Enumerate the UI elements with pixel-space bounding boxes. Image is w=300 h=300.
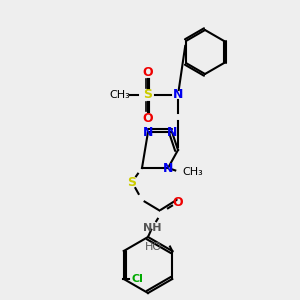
Text: N: N [143, 125, 153, 139]
Text: N: N [163, 161, 173, 175]
Text: O: O [143, 65, 153, 79]
Text: N: N [173, 88, 183, 101]
Text: O: O [143, 112, 153, 124]
Text: CH₃: CH₃ [182, 167, 203, 177]
Text: Cl: Cl [132, 274, 144, 284]
Text: S: S [128, 176, 136, 188]
Text: O: O [173, 196, 183, 208]
Text: HO: HO [145, 242, 162, 252]
Text: CH₃: CH₃ [110, 90, 130, 100]
Text: N: N [167, 125, 177, 139]
Text: S: S [143, 88, 152, 101]
Text: NH: NH [143, 223, 161, 233]
